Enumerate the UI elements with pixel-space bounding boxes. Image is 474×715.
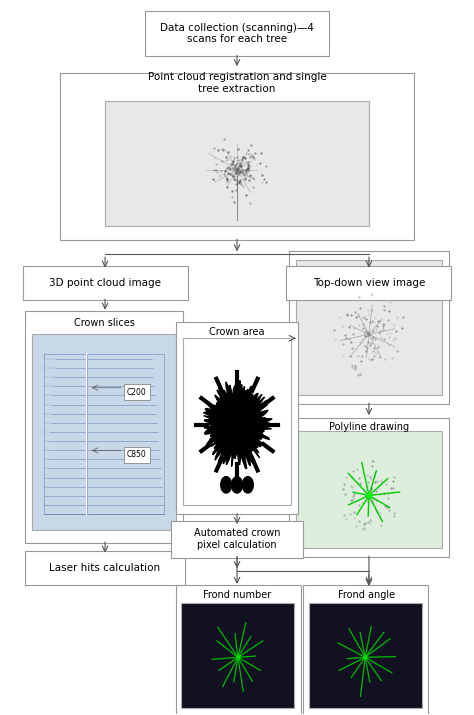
FancyBboxPatch shape: [60, 73, 414, 240]
Text: C850: C850: [127, 450, 146, 459]
Text: C200: C200: [127, 388, 146, 397]
Bar: [296, 260, 442, 395]
FancyBboxPatch shape: [25, 551, 185, 585]
FancyBboxPatch shape: [23, 266, 188, 300]
Text: Polyline drawing: Polyline drawing: [329, 423, 409, 433]
Text: Laser hits calculation: Laser hits calculation: [49, 563, 161, 573]
FancyBboxPatch shape: [286, 266, 451, 300]
Bar: [124, 384, 150, 400]
Text: Top-down view image: Top-down view image: [313, 277, 425, 287]
Text: Frond number: Frond number: [203, 590, 271, 600]
FancyBboxPatch shape: [25, 311, 183, 543]
Text: 3D point cloud image: 3D point cloud image: [49, 277, 161, 287]
FancyBboxPatch shape: [303, 586, 428, 715]
Bar: [296, 431, 442, 548]
Text: Data collection (scanning)—4
scans for each tree: Data collection (scanning)—4 scans for e…: [160, 23, 314, 44]
Bar: [309, 603, 422, 708]
FancyBboxPatch shape: [171, 521, 303, 558]
Text: Crown area: Crown area: [209, 327, 265, 337]
Circle shape: [242, 477, 253, 493]
Text: Point cloud registration and single
tree extraction: Point cloud registration and single tree…: [147, 72, 327, 94]
Text: Frond angle: Frond angle: [338, 590, 395, 600]
Bar: [32, 334, 176, 530]
FancyBboxPatch shape: [145, 11, 329, 56]
Bar: [124, 447, 150, 463]
Polygon shape: [203, 380, 272, 468]
Bar: [105, 101, 369, 226]
FancyBboxPatch shape: [176, 322, 298, 514]
Text: Crown slices: Crown slices: [73, 318, 135, 328]
Circle shape: [232, 477, 242, 493]
FancyBboxPatch shape: [176, 586, 301, 715]
Bar: [182, 603, 294, 708]
FancyBboxPatch shape: [289, 418, 449, 557]
Text: Automated crown
pixel calculation: Automated crown pixel calculation: [194, 528, 280, 550]
Bar: [183, 337, 291, 505]
FancyBboxPatch shape: [289, 251, 449, 404]
Bar: [188, 346, 286, 496]
Circle shape: [221, 477, 232, 493]
